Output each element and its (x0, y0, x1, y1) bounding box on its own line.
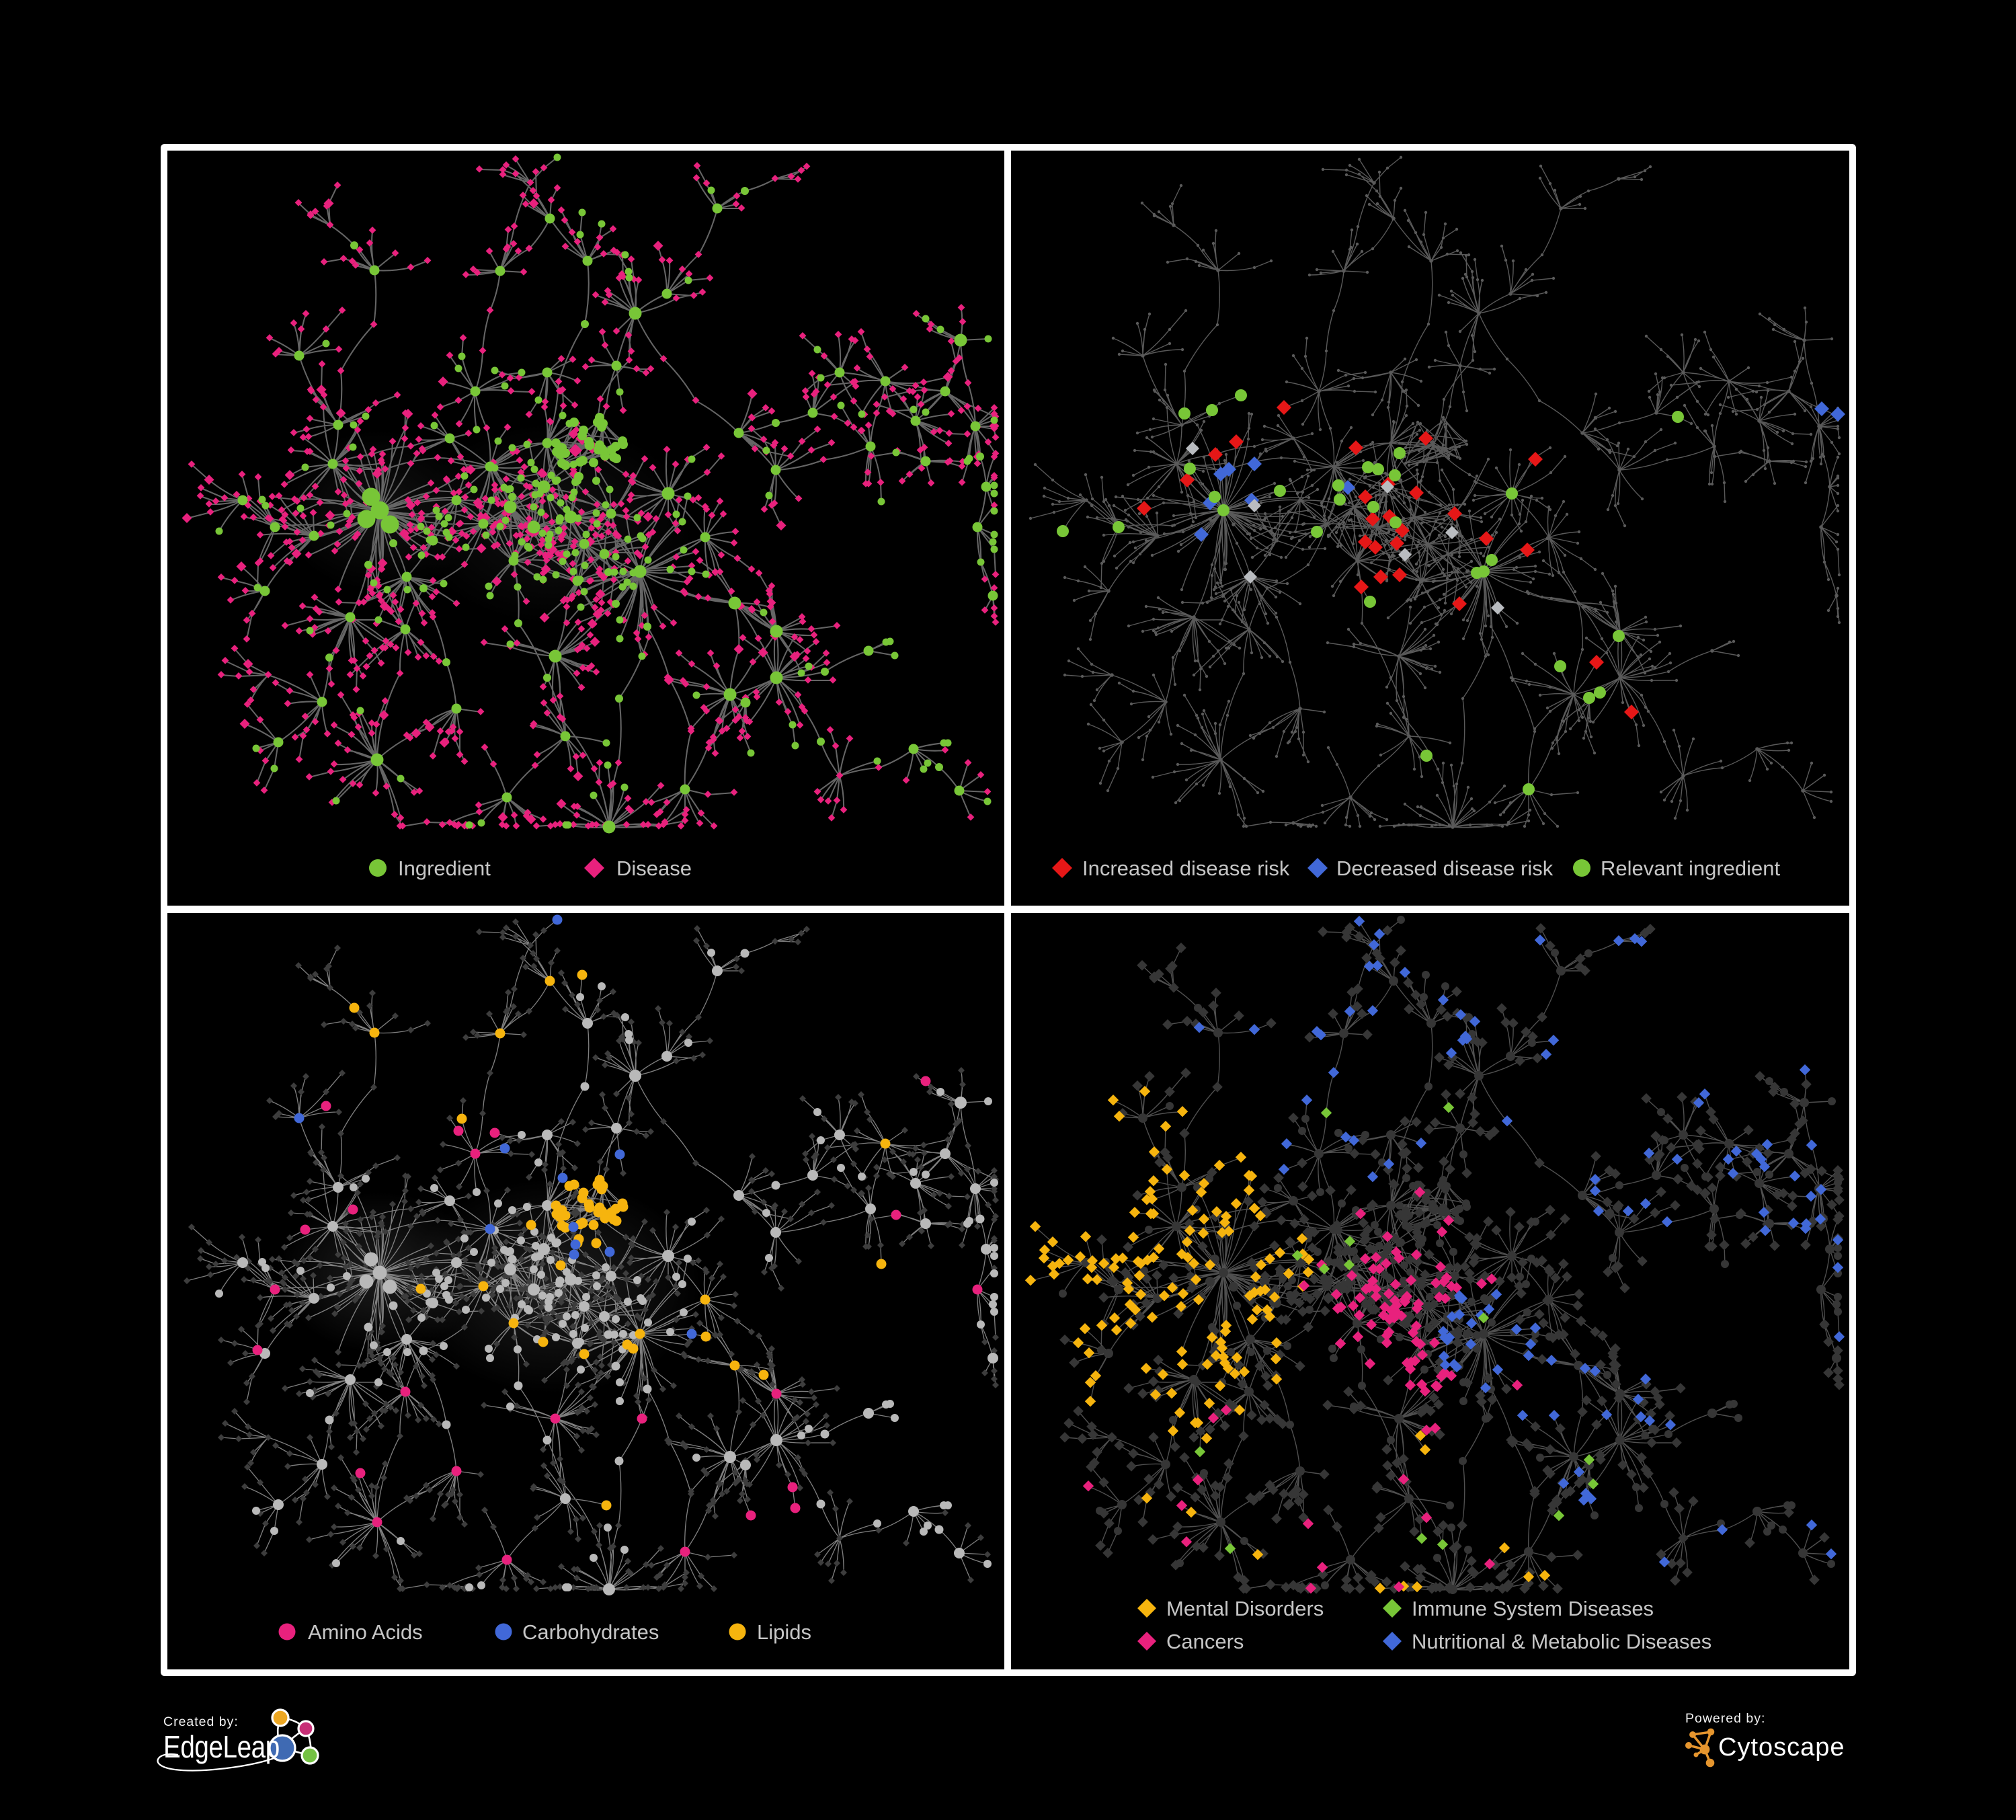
svg-text:Decreased disease risk: Decreased disease risk (1336, 857, 1554, 880)
svg-text:Mental Disorders: Mental Disorders (1166, 1597, 1324, 1620)
svg-text:Lipids: Lipids (757, 1620, 811, 1644)
svg-text:Immune System Diseases: Immune System Diseases (1412, 1597, 1654, 1620)
svg-text:Created by:: Created by: (163, 1714, 239, 1729)
svg-text:Cancers: Cancers (1166, 1630, 1244, 1653)
svg-text:Nutritional & Metabolic Diseas: Nutritional & Metabolic Diseases (1412, 1630, 1711, 1653)
svg-text:Cytoscape: Cytoscape (1718, 1733, 1845, 1762)
svg-text:Carbohydrates: Carbohydrates (522, 1620, 659, 1644)
svg-text:Amino Acids: Amino Acids (308, 1620, 423, 1644)
svg-text:Increased disease risk: Increased disease risk (1082, 857, 1290, 880)
svg-text:Powered by:: Powered by: (1685, 1711, 1765, 1726)
svg-text:Ingredient: Ingredient (398, 857, 491, 880)
svg-text:Relevant ingredient: Relevant ingredient (1601, 857, 1781, 880)
svg-text:Disease: Disease (616, 857, 692, 880)
svg-text:EdgeLeap: EdgeLeap (163, 1730, 280, 1764)
